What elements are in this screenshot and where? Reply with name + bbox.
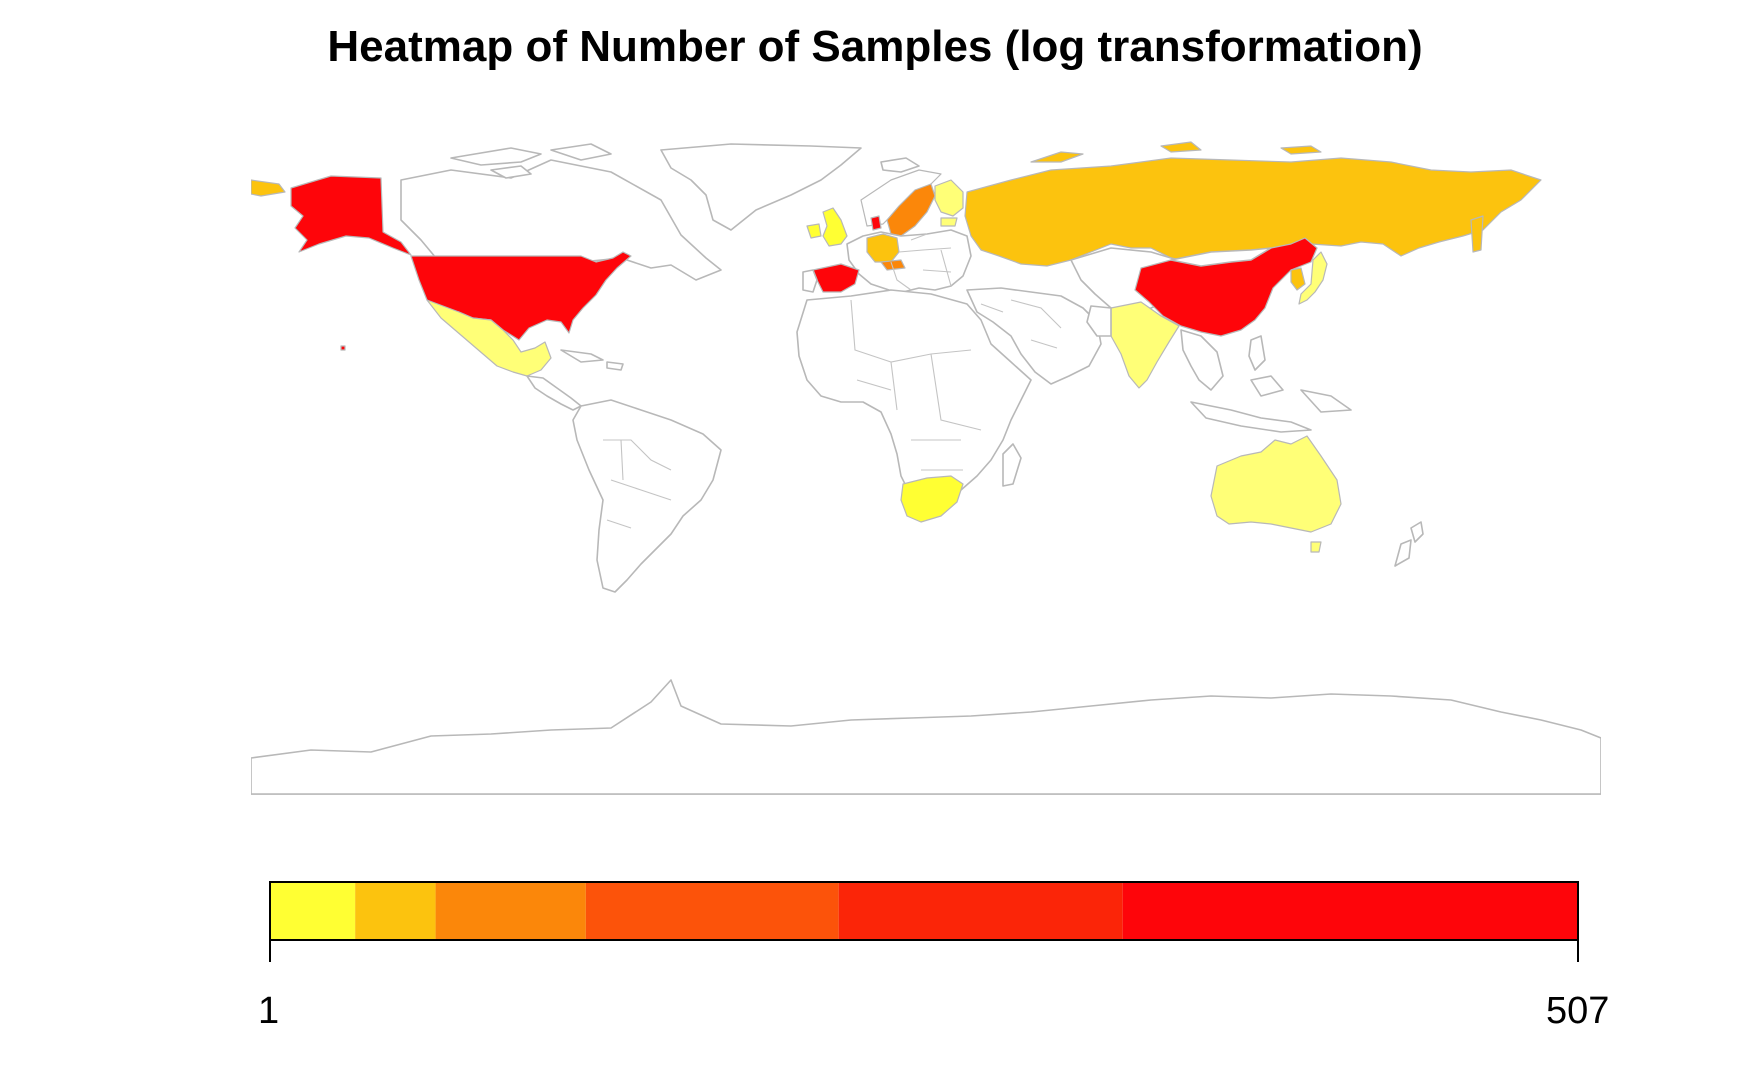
region-usa [410,251,632,341]
region-ireland [806,223,822,239]
legend-band-1 [355,882,436,940]
region-greenland [660,143,862,231]
region-philippines [1248,335,1266,371]
region-australia [1210,435,1342,533]
region-germany [866,233,900,263]
legend-band-3 [585,882,839,940]
region-portugal [802,269,818,293]
region-central-america [526,375,582,411]
region-caribbean [560,349,624,371]
region-russia-islands [1030,141,1484,253]
legend-band-0 [270,882,356,940]
region-denmark [870,215,882,231]
legend-max-label: 507 [1546,990,1610,1032]
legend-min-label: 1 [258,990,280,1032]
region-iceland [880,157,920,173]
region-indonesia [1190,375,1352,433]
legend-band-5 [1122,882,1578,940]
world-map [251,141,1601,795]
region-austria [880,259,906,271]
region-south-america [572,399,722,593]
region-russia-chukotka [251,179,286,197]
region-europe [846,229,972,293]
color-legend [269,881,1579,962]
region-spain [812,263,860,293]
region-alaska [290,175,412,256]
region-mexico [426,299,552,377]
region-korea [1290,267,1306,291]
region-russia [964,157,1542,267]
region-pakistan [1086,305,1112,337]
region-japan [1298,251,1328,305]
chart-title: Heatmap of Number of Samples (log transf… [327,22,1423,71]
region-finland [934,179,964,217]
region-tasmania [1310,541,1322,553]
region-arctic-islands [450,143,612,179]
region-hawaii [340,345,346,351]
region-south-africa [900,475,964,523]
region-estonia [940,217,958,227]
legend-band-4 [838,882,1123,940]
legend-band-2 [435,882,586,940]
region-middle-east [966,287,1102,385]
region-southeast-asia [1180,329,1224,391]
region-india [1110,301,1180,389]
region-antarctica [251,679,1601,795]
region-mongolia [1170,247,1272,267]
region-new-zealand [1394,521,1424,567]
region-uk [822,207,848,247]
region-madagascar [1002,443,1022,487]
